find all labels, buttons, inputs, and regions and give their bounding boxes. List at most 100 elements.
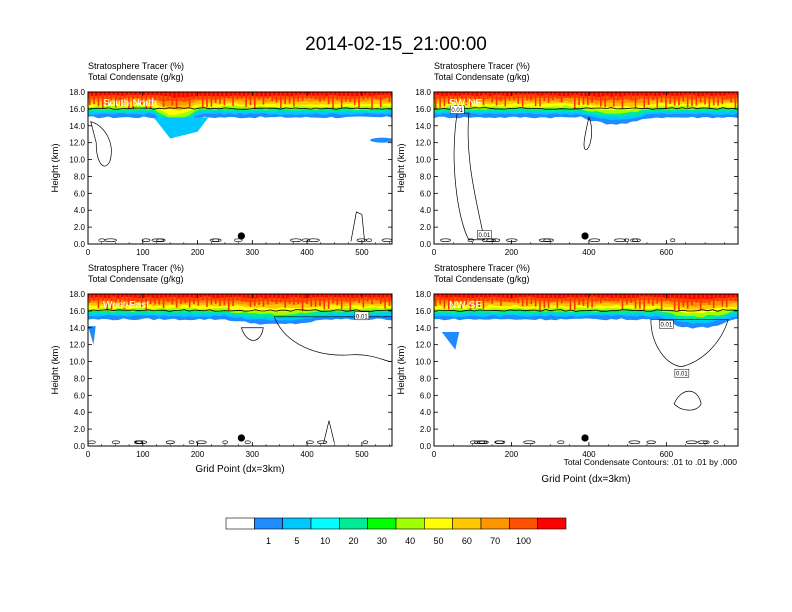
tracer-spike (717, 294, 719, 302)
tracer-spike (543, 294, 546, 309)
tracer-spike (240, 92, 243, 99)
contour-label-box (477, 230, 492, 239)
tracer-spike (452, 92, 454, 102)
surface-contour (474, 440, 486, 444)
tropopause-line (88, 309, 392, 312)
panel-label: South-North (103, 98, 157, 109)
y-tick-label: 10.0 (415, 156, 431, 165)
colorbar-box (509, 517, 538, 530)
tracer-spike (543, 92, 546, 102)
surface-contour (381, 238, 392, 242)
tracer-spike (106, 294, 108, 311)
surface-contour (222, 440, 228, 444)
tracer-spike (93, 92, 95, 105)
tracer-spike (725, 92, 728, 99)
tracer-spike (491, 294, 494, 304)
tracer-spike (452, 294, 454, 307)
tracer-spike (626, 294, 628, 305)
tracer-spike (712, 92, 715, 106)
location-marker (237, 232, 245, 240)
plot-frame (433, 293, 739, 447)
surface-contour (646, 440, 656, 444)
location-marker (237, 434, 245, 442)
x-tick-label: 500 (355, 248, 369, 257)
surface-contour (234, 238, 243, 242)
tracer-spike (358, 294, 360, 304)
x-tick-label: 0 (86, 248, 91, 257)
tracer-spike (491, 92, 494, 103)
y-tick-label: 8.0 (420, 374, 432, 383)
tracer-spike (358, 92, 360, 108)
colorbar-label: 60 (462, 536, 472, 546)
contour-label: 0.01 (661, 323, 673, 329)
tracer-spike (634, 92, 637, 109)
tracer-spike (465, 294, 467, 306)
tracer-spike (119, 294, 121, 307)
tracer-spike (495, 92, 498, 106)
tracer-spike (673, 92, 676, 106)
tracer-spike (552, 92, 554, 101)
tracer-spike (219, 294, 221, 307)
surface-contour (317, 440, 328, 444)
tracer-spike (327, 294, 330, 309)
tracer-spike (617, 92, 619, 101)
y-tick-label: 16.0 (69, 105, 85, 114)
tracer-spike (560, 92, 563, 103)
tracer-spike (353, 294, 356, 302)
tracer-spike (384, 294, 386, 309)
tracer-spike (345, 92, 347, 102)
tracer-spike (686, 92, 689, 108)
tracer-spike (682, 92, 685, 102)
panel-subtitle-tracer: Stratosphere Tracer (%) (88, 263, 184, 273)
tracer-spike (708, 92, 711, 109)
tracer-spike (310, 92, 313, 99)
tracer-spike (508, 92, 511, 101)
panel-subtitle-tracer: Stratosphere Tracer (%) (434, 61, 530, 71)
x-tick-label: 200 (505, 248, 519, 257)
location-marker (581, 232, 589, 240)
tracer-spike (297, 294, 300, 304)
tracer-spike (630, 92, 632, 99)
tracer-spike (487, 92, 489, 100)
surface-contour (111, 440, 120, 444)
surface-contour (523, 440, 536, 444)
surface-contour (557, 440, 565, 444)
tracer-spike (530, 294, 533, 305)
x-tick-label: 500 (355, 450, 369, 459)
tracer-spike (725, 294, 728, 308)
tracer-spike (482, 294, 485, 309)
tracer-spike (141, 92, 143, 105)
tracer-spike (132, 294, 134, 305)
tracer-spike (349, 294, 352, 311)
tracer-field: 0.01 (88, 294, 392, 446)
tracer-spike (565, 294, 567, 301)
tracer-spike (227, 92, 230, 99)
panel-label: NW-SE (449, 300, 482, 311)
y-tick-label: 14.0 (69, 324, 85, 333)
tracer-spike (171, 92, 174, 106)
tracer-spike (556, 92, 559, 99)
tracer-spike (600, 92, 602, 107)
condensate-contour (583, 116, 592, 150)
tracer-spike (223, 92, 226, 106)
surface-contour (141, 238, 151, 242)
cloud-patch (88, 326, 96, 345)
tracer-spike (314, 294, 317, 308)
contour-label-box (354, 311, 370, 321)
tracer-spike (474, 92, 476, 101)
panels: 0.0 2.0 4.0 6.0 8.0 10.0 12.0 14.0 16.0 18.0 0 100 2… (50, 61, 739, 485)
tracer-spike (704, 92, 706, 105)
tracer-spike (184, 92, 187, 100)
tracer-field: 0.01 0.01 (434, 294, 738, 446)
panel-label: SW-NE (449, 98, 482, 109)
panel-subtitle-tracer: Stratosphere Tracer (%) (88, 61, 184, 71)
tracer-spike (565, 92, 567, 98)
colorbar-box (339, 517, 368, 530)
tracer-spike (582, 92, 585, 105)
tropopause-line (434, 107, 738, 110)
tracer-spike (223, 294, 226, 306)
surface-contour (614, 238, 627, 242)
tracer-spike (184, 294, 187, 304)
tracer-spike (456, 294, 459, 301)
tracer-spike (695, 92, 698, 106)
